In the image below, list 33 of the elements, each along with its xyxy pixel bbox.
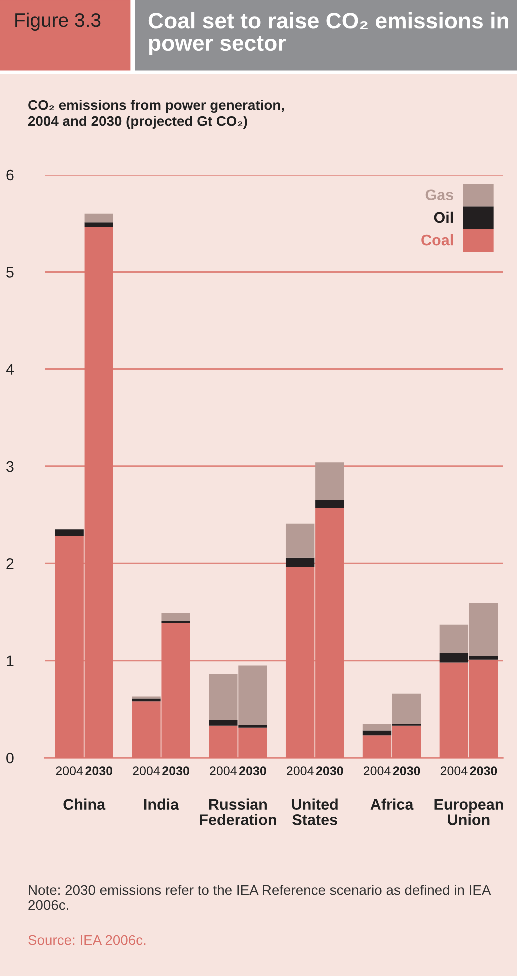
y-tick-label: 2 [6, 558, 14, 570]
x-tick-label: 2004 [210, 766, 237, 776]
source-note: Source: IEA 2006c. [28, 935, 146, 946]
text: United States [292, 798, 338, 826]
legend-label: Gas [426, 190, 454, 201]
x-tick-label: 2004 [56, 766, 84, 776]
text: China [64, 798, 106, 810]
x-tick-label: 2030 [86, 766, 113, 776]
text: Africa [370, 798, 414, 810]
y-tick-label: 5 [6, 267, 14, 278]
text: Russian Federation [200, 798, 276, 826]
x-tick-label: 2030 [316, 766, 344, 776]
text: India [144, 798, 180, 810]
text: European Union [434, 799, 504, 826]
chart-title: Coal set to raise CO₂ emissions in power sector [148, 12, 508, 56]
x-tick-label: 2004 [287, 766, 314, 776]
x-tick-label: 2030 [240, 766, 266, 776]
text: Note: 2030 emissions refer to the IEA Reference scenario as defined in IEA 2006c. [28, 885, 492, 910]
x-tick-label: 2004 [133, 766, 160, 776]
y-tick-label: 0 [6, 752, 14, 764]
y-tick-label: 6 [6, 170, 14, 181]
y-tick-label: 1 [7, 656, 14, 666]
legend-label: Coal [422, 234, 454, 246]
x-tick-label: 2030 [393, 766, 420, 776]
legend-label: Oil [434, 212, 454, 224]
x-tick-label: 2004 [364, 766, 391, 776]
chart-subtitle: Figure 3.3 [16, 12, 101, 32]
y-axis-title: CO₂ emissions from power generation, 2004 and 2030 (projected Gt CO₂) [28, 100, 284, 129]
x-tick-label: 2004 [440, 766, 468, 776]
y-tick-label: 3 [6, 461, 14, 472]
x-tick-label: 2030 [470, 766, 498, 776]
y-tick-label: 4 [6, 364, 14, 375]
x-tick-label: 2030 [162, 766, 190, 776]
